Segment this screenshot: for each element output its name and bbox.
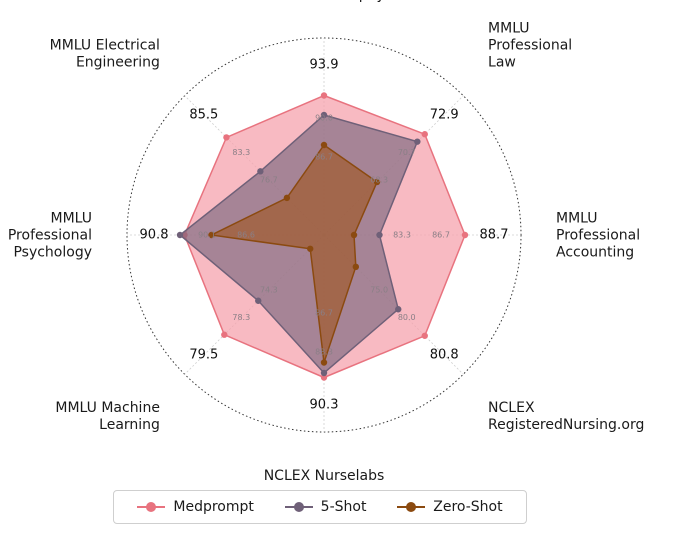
point-zero-shot-mmlu-machine-learning: [307, 245, 314, 252]
tick-label-nclex-nurselabs-2: 86.7: [315, 309, 333, 318]
tick-label-nclex-nurselabs-1: 88.3: [315, 348, 333, 357]
point-5-shot-nclex-nurselabs: [320, 369, 328, 377]
peak-label-mmlu-professional-accounting: 88.7: [480, 228, 509, 243]
tick-label-mmlu-professional-accounting-2: 83.3: [393, 231, 411, 240]
legend-label-zero-shot: Zero-Shot: [433, 499, 503, 515]
radar-series: [176, 92, 469, 381]
axis-label-mmlu-electrical-engineering: MMLU Electrical Engineering: [50, 38, 160, 71]
tick-label-mmlu-philosophy-2: 86.7: [315, 153, 333, 162]
point-zero-shot-mmlu-electrical-engineering: [283, 194, 291, 202]
peak-label-mmlu-electrical-engineering: 85.5: [189, 107, 218, 122]
point-5-shot-mmlu-philosophy: [320, 111, 328, 119]
tick-label-mmlu-professional-psychology-2: 86.6: [237, 231, 255, 240]
legend-item-zero-shot: Zero-Shot: [397, 499, 503, 515]
tick-label-mmlu-professional-law-1: 70.7: [398, 148, 416, 157]
legend-label-medprompt: Medprompt: [173, 499, 254, 515]
radar-tick-labels: 90.0 86.7 70.7 68.3 86.7 83.3 80.0 75.0 88.3 86.7…: [198, 114, 450, 357]
tick-label-nclex-registerednursing-org-1: 80.0: [398, 313, 416, 322]
point-medprompt-mmlu-machine-learning: [221, 331, 228, 338]
legend-swatch-medprompt: [137, 501, 166, 513]
point-zero-shot-nclex-nurselabs: [320, 359, 328, 366]
point-5-shot-nclex-registerednursing-org: [395, 306, 402, 313]
radar-chart: 90.0 86.7 70.7 68.3 86.7 83.3 80.0 75.0 88.3 86.7…: [8, 0, 644, 480]
point-medprompt-mmlu-philosophy: [320, 92, 328, 99]
point-zero-shot-mmlu-professional-law: [373, 178, 381, 186]
legend-item-medprompt: Medprompt: [137, 499, 254, 515]
legend-swatch-zero-shot: [397, 501, 426, 513]
axis-label-mmlu-professional-law: MMLU Professional Law: [488, 21, 572, 71]
point-medprompt-nclex-nurselabs: [320, 374, 328, 381]
legend-item-5-shot: 5-Shot: [284, 499, 367, 515]
axis-label-nclex-nurselabs: NCLEX Nurselabs: [264, 468, 385, 480]
point-medprompt-mmlu-professional-accounting: [461, 231, 469, 239]
tick-label-nclex-registerednursing-org-2: 75.0: [370, 286, 388, 295]
point-5-shot-mmlu-machine-learning: [255, 297, 262, 304]
axis-label-nclex-registerednursing-org: NCLEX RegisteredNursing.org: [488, 400, 644, 433]
point-zero-shot-mmlu-professional-psychology: [208, 231, 215, 239]
point-medprompt-mmlu-electrical-engineering: [223, 134, 230, 141]
axis-label-mmlu-professional-psychology: MMLU Professional Psychology: [8, 210, 92, 260]
point-zero-shot-mmlu-philosophy: [320, 141, 328, 149]
tick-label-mmlu-philosophy-1: 90.0: [315, 114, 333, 123]
axis-label-mmlu-philosophy: MMLU Philosophy: [263, 0, 385, 3]
tick-label-mmlu-machine-learning-2: 74.3: [260, 286, 278, 295]
tick-label-mmlu-professional-law-2: 68.3: [370, 175, 388, 184]
tick-label-mmlu-professional-psychology-1: 90.1: [198, 231, 216, 240]
point-5-shot-mmlu-professional-law: [414, 138, 421, 145]
point-5-shot-mmlu-professional-accounting: [376, 231, 383, 239]
point-zero-shot-mmlu-professional-accounting: [350, 231, 358, 239]
point-5-shot-mmlu-professional-psychology: [176, 231, 184, 239]
chart-legend: Medprompt 5-Shot Zero-Shot: [113, 490, 527, 524]
legend-label-5-shot: 5-Shot: [320, 499, 367, 515]
axis-label-mmlu-professional-accounting: MMLU Professional Accounting: [556, 210, 640, 260]
tick-label-mmlu-machine-learning-1: 78.3: [232, 313, 250, 322]
radar-axis-labels: 93.9 72.9 88.7 80.8 90.3 79.5 90.8 85.5 MMLU Phi…: [8, 0, 644, 480]
peak-label-mmlu-machine-learning: 79.5: [189, 348, 218, 363]
tick-label-mmlu-electrical-engineering-2: 76.7: [260, 175, 278, 184]
point-medprompt-nclex-registerednursing-org: [421, 332, 428, 339]
peak-label-mmlu-philosophy: 93.9: [310, 58, 339, 73]
peak-label-nclex-nurselabs: 90.3: [310, 398, 339, 413]
tick-label-mmlu-electrical-engineering-1: 83.3: [232, 148, 250, 157]
point-medprompt-mmlu-professional-law: [421, 131, 428, 138]
legend-swatch-5-shot: [284, 501, 313, 513]
axis-label-mmlu-machine-learning: MMLU Machine Learning: [55, 400, 160, 433]
peak-label-nclex-registerednursing-org: 80.8: [430, 348, 459, 363]
tick-label-mmlu-professional-accounting-1: 86.7: [432, 231, 450, 240]
point-zero-shot-nclex-registerednursing-org: [352, 263, 360, 271]
peak-label-mmlu-professional-psychology: 90.8: [140, 228, 169, 243]
peak-label-mmlu-professional-law: 72.9: [430, 107, 459, 122]
point-5-shot-mmlu-electrical-engineering: [257, 168, 264, 175]
